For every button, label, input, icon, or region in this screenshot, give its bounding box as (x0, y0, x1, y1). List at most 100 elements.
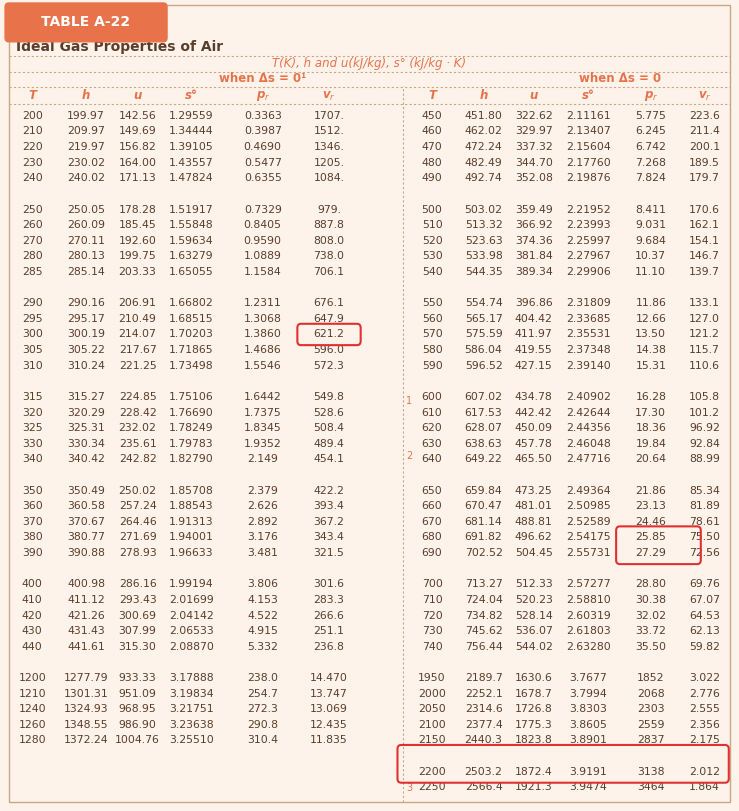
Text: 2.47716: 2.47716 (566, 454, 610, 465)
Text: 251.1: 251.1 (313, 626, 344, 636)
Text: 21.86: 21.86 (636, 486, 666, 496)
Text: 441.61: 441.61 (67, 642, 105, 652)
Text: 1.63279: 1.63279 (169, 251, 214, 261)
Text: 400: 400 (22, 579, 43, 590)
Text: 1200: 1200 (18, 673, 46, 683)
Text: 404.42: 404.42 (515, 314, 553, 324)
Text: 230: 230 (22, 157, 43, 168)
Text: 260.09: 260.09 (67, 220, 105, 230)
Text: 2.06533: 2.06533 (169, 626, 214, 636)
Text: 2.49364: 2.49364 (566, 486, 610, 496)
Text: 170.6: 170.6 (689, 204, 720, 215)
Text: 420: 420 (22, 611, 43, 620)
Text: 2.11161: 2.11161 (566, 111, 610, 121)
Text: 2.17760: 2.17760 (566, 157, 610, 168)
Text: 590: 590 (422, 361, 443, 371)
Text: 724.04: 724.04 (465, 595, 503, 605)
Text: p$_r$: p$_r$ (644, 89, 658, 103)
Text: 1.99194: 1.99194 (169, 579, 214, 590)
Text: 393.4: 393.4 (313, 501, 344, 511)
Text: 419.55: 419.55 (515, 345, 553, 355)
Text: 465.50: 465.50 (515, 454, 553, 465)
Text: 343.4: 343.4 (313, 533, 344, 543)
Text: 380: 380 (22, 533, 43, 543)
Text: 329.97: 329.97 (515, 127, 553, 136)
Text: 370.67: 370.67 (67, 517, 105, 527)
Text: 156.82: 156.82 (119, 142, 157, 152)
Text: 301.6: 301.6 (313, 579, 344, 590)
Text: 410: 410 (22, 595, 43, 605)
Text: u: u (134, 89, 142, 102)
Text: 285: 285 (22, 267, 43, 277)
Text: 10.37: 10.37 (636, 251, 667, 261)
Text: 360.58: 360.58 (67, 501, 105, 511)
Text: 1.76690: 1.76690 (169, 408, 214, 418)
Text: 650: 650 (422, 486, 443, 496)
Text: 25.85: 25.85 (636, 533, 666, 543)
Text: 32.02: 32.02 (636, 611, 667, 620)
Text: 286.16: 286.16 (119, 579, 157, 590)
Text: 350: 350 (22, 486, 43, 496)
Text: 92.84: 92.84 (689, 439, 720, 448)
Text: 1775.3: 1775.3 (515, 720, 553, 730)
Text: 681.14: 681.14 (465, 517, 503, 527)
Text: 730: 730 (422, 626, 443, 636)
Text: 330: 330 (22, 439, 43, 448)
Text: 3.9191: 3.9191 (569, 766, 607, 777)
Text: 488.81: 488.81 (515, 517, 553, 527)
Text: 337.32: 337.32 (515, 142, 553, 152)
Text: 59.82: 59.82 (689, 642, 720, 652)
Text: 3.176: 3.176 (248, 533, 278, 543)
Text: 740: 740 (422, 642, 443, 652)
Text: 1.4686: 1.4686 (244, 345, 282, 355)
Text: s°: s° (582, 89, 595, 102)
Text: 720: 720 (422, 611, 443, 620)
Text: 473.25: 473.25 (515, 486, 553, 496)
Text: 224.85: 224.85 (119, 392, 157, 402)
Text: 300: 300 (22, 329, 43, 340)
Text: 380.77: 380.77 (67, 533, 105, 543)
Text: 422.2: 422.2 (313, 486, 344, 496)
Text: 3.481: 3.481 (248, 548, 278, 558)
Text: 2.626: 2.626 (248, 501, 278, 511)
Text: 242.82: 242.82 (119, 454, 157, 465)
Text: 570: 570 (422, 329, 443, 340)
Text: 481.01: 481.01 (515, 501, 553, 511)
Text: 396.86: 396.86 (515, 298, 553, 308)
Text: 6.245: 6.245 (636, 127, 666, 136)
Text: 2.776: 2.776 (689, 689, 720, 698)
Text: 3.8605: 3.8605 (569, 720, 607, 730)
Text: 12.66: 12.66 (636, 314, 666, 324)
Text: 35.50: 35.50 (636, 642, 667, 652)
Text: 617.53: 617.53 (465, 408, 503, 418)
Text: 4.522: 4.522 (248, 611, 278, 620)
Text: 1950: 1950 (418, 673, 446, 683)
Text: 1.34444: 1.34444 (169, 127, 214, 136)
Text: 1.5546: 1.5546 (244, 361, 282, 371)
Text: 536.07: 536.07 (515, 626, 553, 636)
Text: 295: 295 (22, 314, 43, 324)
Text: 310: 310 (22, 361, 43, 371)
Text: 1.6442: 1.6442 (244, 392, 282, 402)
Text: 1.79783: 1.79783 (169, 439, 214, 448)
Text: 2.31809: 2.31809 (566, 298, 610, 308)
Text: 1346.: 1346. (313, 142, 344, 152)
Text: 533.98: 533.98 (465, 251, 503, 261)
Text: 580: 580 (422, 345, 443, 355)
Text: 271.69: 271.69 (119, 533, 157, 543)
Text: 211.4: 211.4 (689, 127, 720, 136)
Text: 2.46048: 2.46048 (566, 439, 610, 448)
Text: 2252.1: 2252.1 (465, 689, 503, 698)
Text: 280.13: 280.13 (67, 251, 105, 261)
Text: 1.1584: 1.1584 (244, 267, 282, 277)
Text: 0.3363: 0.3363 (244, 111, 282, 121)
Text: 647.9: 647.9 (313, 314, 344, 324)
Text: 199.75: 199.75 (119, 251, 157, 261)
Text: 162.1: 162.1 (689, 220, 720, 230)
Text: 427.15: 427.15 (515, 361, 553, 371)
Text: 5.775: 5.775 (636, 111, 666, 121)
Text: 2.55731: 2.55731 (566, 548, 610, 558)
Text: 352.08: 352.08 (515, 174, 553, 183)
Text: 2.149: 2.149 (248, 454, 278, 465)
Text: 16.28: 16.28 (636, 392, 666, 402)
